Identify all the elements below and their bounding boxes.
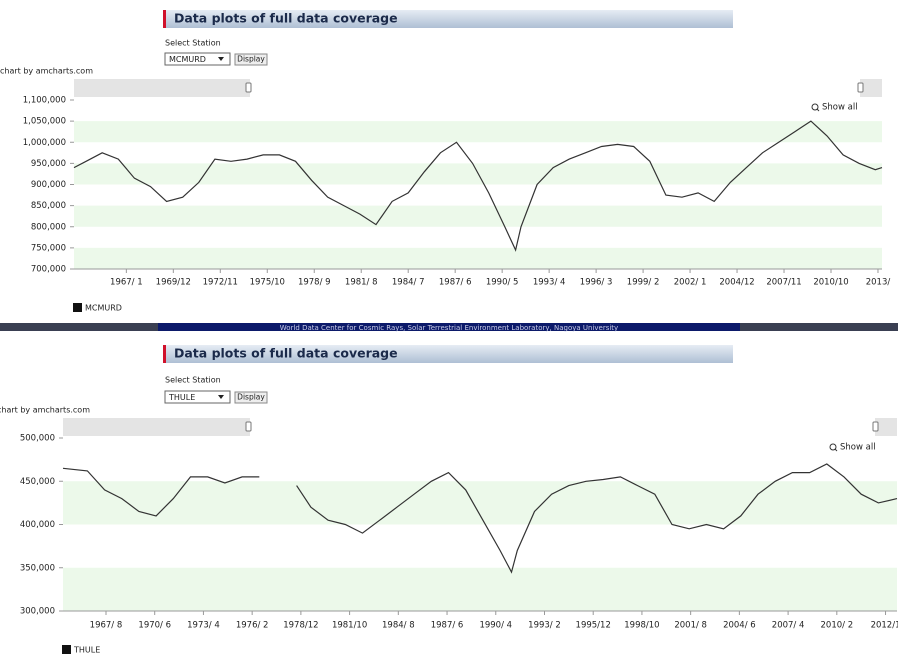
legend-label: THULE — [73, 646, 100, 655]
x-tick-label: 1969/12 — [156, 278, 191, 288]
x-tick-label: 1987/ 6 — [431, 621, 464, 631]
scroll-handle[interactable] — [245, 421, 252, 432]
grid-band — [74, 247, 882, 269]
grid-band — [74, 121, 882, 143]
show-all[interactable]: Show all — [840, 443, 876, 453]
scrollbar-window — [250, 79, 860, 97]
display-button[interactable] — [234, 53, 268, 66]
y-tick-label: 450,000 — [20, 477, 55, 487]
x-tick-label: 2013/ — [866, 278, 891, 288]
x-tick-label: 1999/ 2 — [627, 278, 660, 288]
x-tick-label: 1976/ 2 — [236, 621, 269, 631]
x-tick-label: 1990/ 5 — [486, 278, 519, 288]
display-button[interactable] — [234, 391, 268, 404]
x-tick-label: 1990/ 4 — [479, 621, 512, 631]
y-tick-label: 1,000,000 — [23, 138, 66, 148]
x-tick-label: 1975/10 — [250, 278, 285, 288]
x-tick-label: 1967/ 1 — [110, 278, 143, 288]
header-bg — [163, 10, 733, 28]
x-tick-label: 1973/ 4 — [187, 621, 220, 631]
x-tick-label: 1984/ 7 — [392, 278, 425, 288]
select-arrow — [218, 57, 224, 61]
x-tick-label: 1981/10 — [332, 621, 367, 631]
x-tick-label: 1993/ 2 — [528, 621, 561, 631]
zoom-icon[interactable] — [811, 103, 819, 111]
station-select-value[interactable]: THULE — [168, 393, 195, 402]
x-tick-label: 2001/ 8 — [674, 621, 707, 631]
y-tick-label: 700,000 — [31, 265, 66, 275]
y-tick-label: 400,000 — [20, 520, 55, 530]
show-all[interactable]: Show all — [822, 103, 858, 113]
legend-label: MCMURD — [85, 304, 122, 313]
legend-swatch — [62, 645, 71, 654]
display-button-label[interactable]: Display — [237, 55, 265, 64]
x-tick-label: 2012/1 — [871, 621, 898, 631]
x-tick-label: 1970/ 6 — [138, 621, 171, 631]
x-tick-label: 1978/ 9 — [298, 278, 331, 288]
station-select[interactable] — [164, 52, 231, 66]
x-tick-label: 1984/ 8 — [382, 621, 415, 631]
grid-band — [63, 481, 897, 525]
y-tick-label: 1,050,000 — [23, 117, 66, 127]
scroll-handle[interactable] — [245, 82, 252, 93]
data-line — [62, 463, 898, 574]
x-tick-label: 1993/ 4 — [533, 278, 566, 288]
scroll-handle[interactable] — [857, 82, 864, 93]
x-tick-label: 2007/11 — [766, 278, 801, 288]
x-tick-label: 2004/12 — [719, 278, 754, 288]
grid-band — [63, 567, 897, 611]
data-line — [73, 120, 883, 252]
select-arrow — [218, 395, 224, 399]
x-tick-label: 1978/12 — [283, 621, 318, 631]
y-tick-label: 350,000 — [20, 563, 55, 573]
x-tick-label: 1972/11 — [203, 278, 238, 288]
y-tick-label: 500,000 — [20, 434, 55, 444]
header-bg — [163, 345, 733, 363]
y-tick-label: 1,100,000 — [23, 96, 66, 106]
y-tick-label: 800,000 — [31, 222, 66, 232]
x-tick-label: 1981/ 8 — [345, 278, 378, 288]
display-button-label[interactable]: Display — [237, 393, 265, 402]
x-tick-label: 1987/ 6 — [439, 278, 472, 288]
y-tick-label: 750,000 — [31, 243, 66, 253]
station-select[interactable] — [164, 390, 231, 404]
zoom-icon-handle[interactable] — [816, 108, 820, 112]
credit: chart by amcharts.com — [0, 67, 93, 76]
x-tick-label: 1995/12 — [576, 621, 611, 631]
x-tick-label: 2010/ 2 — [821, 621, 854, 631]
footer-text: World Data Center for Cosmic Rays, Solar… — [280, 324, 618, 332]
station-select-value[interactable]: MCMURD — [169, 55, 206, 64]
x-tick-label: 2007/ 4 — [772, 621, 805, 631]
credit: chart by amcharts.com — [0, 406, 90, 415]
x-tick-label: 1996/ 3 — [580, 278, 613, 288]
legend-swatch — [73, 303, 82, 312]
zoom-icon-handle[interactable] — [834, 448, 838, 452]
header-accent — [163, 10, 166, 28]
y-tick-label: 300,000 — [20, 607, 55, 617]
x-tick-label: 1967/ 8 — [90, 621, 123, 631]
select-label: Select Station — [165, 376, 221, 385]
y-tick-label: 850,000 — [31, 201, 66, 211]
x-tick-label: 2010/10 — [813, 278, 848, 288]
x-tick-label: 2004/ 6 — [723, 621, 756, 631]
select-label: Select Station — [165, 39, 221, 48]
zoom-icon[interactable] — [829, 443, 837, 451]
y-tick-label: 900,000 — [31, 180, 66, 190]
header-title: Data plots of full data coverage — [174, 346, 398, 361]
x-tick-label: 2002/ 1 — [674, 278, 707, 288]
scrollbar-window — [250, 418, 875, 436]
y-tick-label: 950,000 — [31, 159, 66, 169]
grid-band — [74, 205, 882, 227]
header-title: Data plots of full data coverage — [174, 11, 398, 26]
x-tick-label: 1998/10 — [624, 621, 659, 631]
scroll-handle[interactable] — [872, 421, 879, 432]
header-accent — [163, 345, 166, 363]
footer-block — [158, 323, 740, 331]
